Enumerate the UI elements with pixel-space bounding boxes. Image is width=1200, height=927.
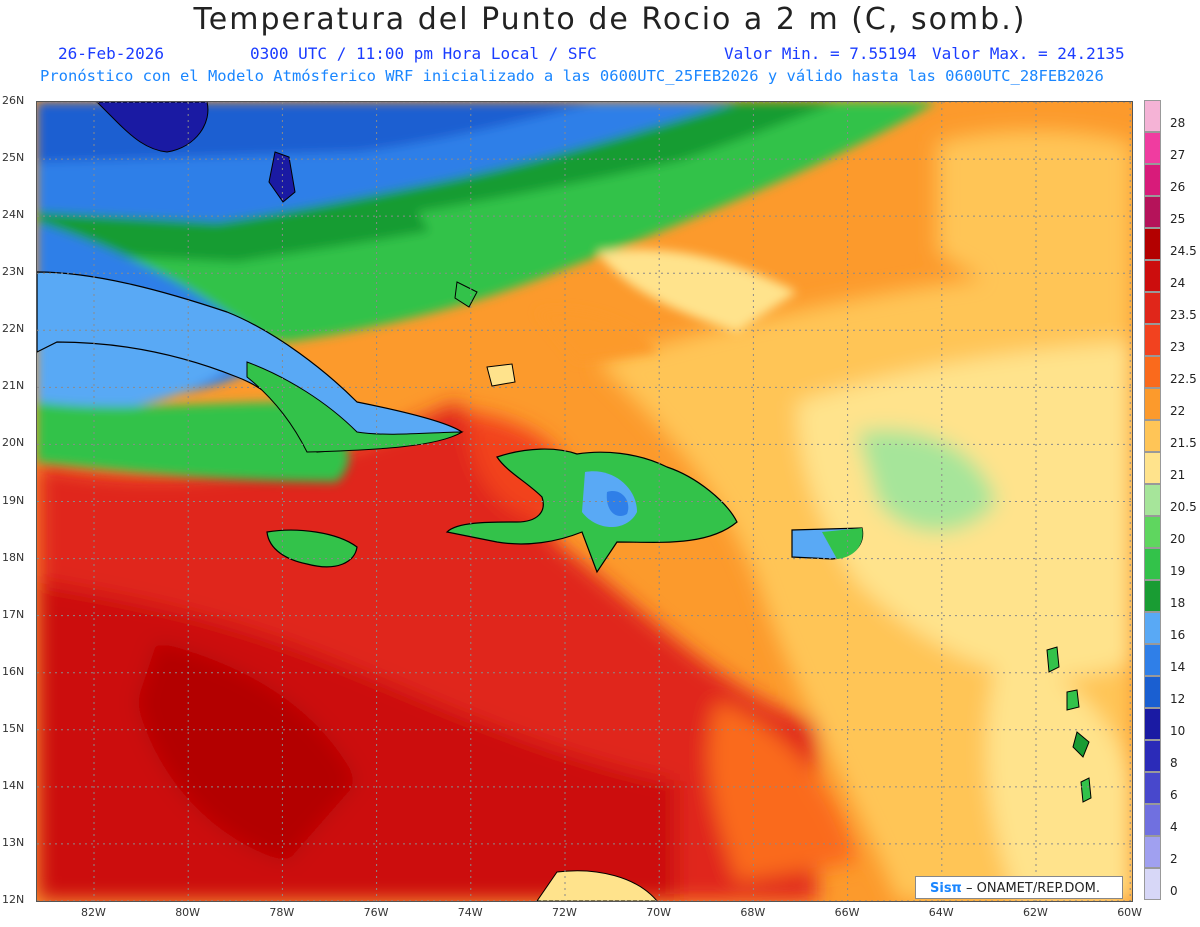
lat-label: 12N xyxy=(2,893,25,906)
legend-swatch xyxy=(1144,260,1161,292)
legend-label: 12 xyxy=(1170,692,1186,706)
legend-label: 6 xyxy=(1170,788,1178,802)
legend-swatch xyxy=(1144,548,1161,580)
field-layers xyxy=(37,130,1132,901)
legend-label: 8 xyxy=(1170,756,1178,770)
lat-label: 16N xyxy=(2,664,25,678)
sispi-logo: Sisπ xyxy=(930,881,962,896)
legend-label: 27 xyxy=(1170,148,1186,162)
lon-label: 78W xyxy=(269,906,295,919)
lat-label: 23N xyxy=(2,265,25,279)
legend-label: 23 xyxy=(1170,340,1186,354)
legend-swatch xyxy=(1144,100,1161,132)
legend-swatch xyxy=(1144,196,1161,228)
lat-label: 26N xyxy=(2,94,25,107)
legend-swatch xyxy=(1144,420,1161,452)
legend-swatch xyxy=(1144,708,1161,740)
valid-date: 26-Feb-2026 xyxy=(58,44,164,63)
legend-label: 2 xyxy=(1170,852,1178,866)
lat-label: 17N xyxy=(2,607,25,621)
lat-label: 21N xyxy=(2,379,25,393)
lon-label: 74W xyxy=(457,906,483,919)
legend-swatch xyxy=(1144,292,1161,324)
max-value: Valor Max. = 24.2135 xyxy=(932,44,1125,63)
lon-label: 68W xyxy=(740,906,766,919)
legend-label: 20.5 xyxy=(1170,500,1197,514)
valid-time: 0300 UTC / 11:00 pm Hora Local / SFC xyxy=(250,44,597,63)
map-title: Temperatura del Punto de Rocio a 2 m (C,… xyxy=(193,2,1027,37)
legend-swatch xyxy=(1144,516,1161,548)
lon-label: 70W xyxy=(646,906,672,919)
legend-label: 26 xyxy=(1170,180,1186,194)
land-areas xyxy=(37,102,1092,901)
legend-swatch xyxy=(1144,228,1161,260)
legend-swatch xyxy=(1144,324,1161,356)
lat-label: 20N xyxy=(2,436,25,450)
legend-swatch xyxy=(1144,644,1161,676)
legend-swatch xyxy=(1144,804,1161,836)
lat-label: 15N xyxy=(2,721,25,735)
legend-label: 16 xyxy=(1170,628,1186,642)
lon-label: 66W xyxy=(834,906,860,919)
legend-swatch xyxy=(1144,676,1161,708)
lon-label: 80W xyxy=(175,906,201,919)
legend-swatch xyxy=(1144,164,1161,196)
lon-label: 60W xyxy=(1117,906,1143,919)
legend-swatch xyxy=(1144,772,1161,804)
lon-label: 64W xyxy=(928,906,954,919)
lon-label: 76W xyxy=(363,906,389,919)
legend-label: 24 xyxy=(1170,276,1186,290)
legend-label: 18 xyxy=(1170,596,1186,610)
legend-label: 23.5 xyxy=(1170,308,1197,322)
lat-label: 22N xyxy=(2,322,25,336)
legend-swatch xyxy=(1144,740,1161,772)
legend-label: 0 xyxy=(1170,884,1178,898)
legend-label: 24.5 xyxy=(1170,244,1197,258)
legend-label: 21 xyxy=(1170,468,1186,482)
lat-label: 25N xyxy=(2,151,25,165)
min-value: Valor Min. = 7.55194 xyxy=(724,44,917,63)
legend-label: 19 xyxy=(1170,564,1186,578)
lat-label: 13N xyxy=(2,835,25,849)
legend-swatch xyxy=(1144,452,1161,484)
legend-label: 28 xyxy=(1170,116,1186,130)
legend-swatch xyxy=(1144,388,1161,420)
legend-swatch xyxy=(1144,132,1161,164)
model-info: Pronóstico con el Modelo Atmósferico WRF… xyxy=(40,67,1104,85)
legend-swatch xyxy=(1144,484,1161,516)
legend-label: 14 xyxy=(1170,660,1186,674)
lat-label: 14N xyxy=(2,778,25,792)
legend-label: 21.5 xyxy=(1170,436,1197,450)
credit-text: – ONAMET/REP.DOM. xyxy=(965,881,1101,896)
lat-label: 18N xyxy=(2,550,25,564)
lon-label: 82W xyxy=(81,906,106,919)
legend-swatch xyxy=(1144,580,1161,612)
legend-label: 20 xyxy=(1170,532,1186,546)
legend-swatch xyxy=(1144,612,1161,644)
legend-label: 22.5 xyxy=(1170,372,1197,386)
legend-label: 25 xyxy=(1170,212,1186,226)
legend-swatch xyxy=(1144,868,1161,900)
legend-label: 4 xyxy=(1170,820,1178,834)
lon-label: 72W xyxy=(552,906,577,919)
lat-lon-grid xyxy=(37,102,1132,901)
lat-label: 19N xyxy=(2,493,25,507)
north-bands xyxy=(37,102,937,482)
map-canvas xyxy=(37,102,1132,901)
legend-label: 10 xyxy=(1170,724,1186,738)
legend-swatch xyxy=(1144,356,1161,388)
lat-label: 24N xyxy=(2,208,25,222)
legend-swatch xyxy=(1144,836,1161,868)
dewpoint-map xyxy=(36,101,1133,902)
credit-box: Sisπ – ONAMET/REP.DOM. xyxy=(915,876,1123,899)
lon-label: 62W xyxy=(1023,906,1048,919)
legend-label: 22 xyxy=(1170,404,1186,418)
